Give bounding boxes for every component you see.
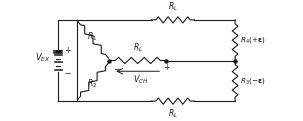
Text: $R_3(-\boldsymbol{\varepsilon})$: $R_3(-\boldsymbol{\varepsilon})$: [240, 76, 266, 86]
Text: $+$: $+$: [163, 62, 170, 72]
Text: $R_2$: $R_2$: [87, 78, 97, 90]
Text: $R_1$: $R_1$: [87, 31, 97, 43]
Text: $V_{EX}$: $V_{EX}$: [35, 52, 51, 64]
Text: $+$: $+$: [64, 45, 72, 55]
Text: $R_L$: $R_L$: [168, 1, 178, 13]
Text: $-$: $-$: [113, 63, 121, 72]
Text: $-$: $-$: [64, 67, 72, 76]
Text: $R_L$: $R_L$: [133, 41, 143, 54]
Text: $R_4(+\boldsymbol{\varepsilon})$: $R_4(+\boldsymbol{\varepsilon})$: [240, 35, 266, 45]
Text: $V_{CH}$: $V_{CH}$: [133, 74, 148, 86]
Text: $R_L$: $R_L$: [168, 108, 178, 120]
